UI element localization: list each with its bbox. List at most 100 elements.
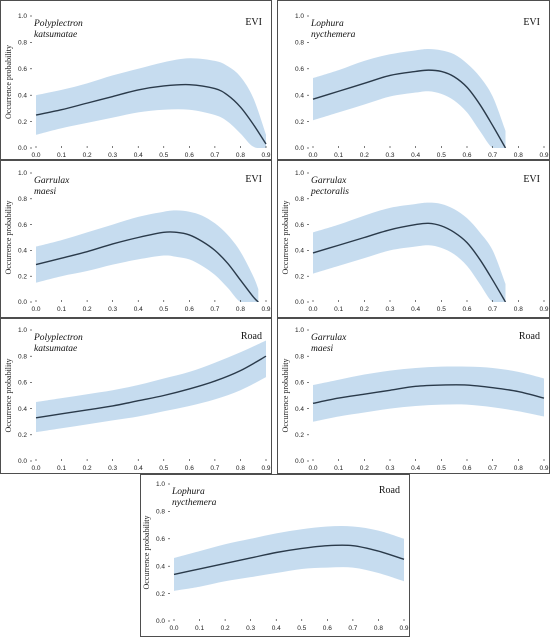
y-tick-label: 0.8 [18, 353, 27, 360]
species-name-epithet: pectoralis [310, 187, 349, 197]
x-tick-label: 0.8 [514, 306, 523, 313]
y-tick-label: 0.0 [156, 618, 165, 625]
y-tick-label: 0.4 [295, 248, 304, 255]
x-tick-label: 0.5 [159, 306, 168, 313]
x-tick-label: 0.6 [462, 152, 471, 159]
x-tick-label: 0.0 [308, 306, 317, 313]
y-axis-label: Occurrence probability [142, 516, 151, 590]
species-name-genus: Lophura [310, 19, 344, 29]
y-tick-label: 0.6 [156, 536, 165, 543]
x-tick-label: 0.1 [57, 152, 66, 159]
y-tick-label: 0.4 [18, 248, 27, 255]
y-tick-label: 1.0 [18, 327, 27, 334]
y-tick-label: 0.0 [18, 299, 27, 306]
panel-3: 0.0 0.2 0.4 0.6 0.8 1.0 0.0 0.1 0.2 0.3 0.4 0.5 0.6 0… [0, 160, 272, 318]
x-tick-label: 0.2 [360, 306, 369, 313]
variable-label: EVI [523, 174, 540, 185]
y-tick-label: 0.8 [156, 509, 165, 516]
y-tick-label: 0.4 [156, 563, 165, 570]
species-name-genus: Garrulax [311, 333, 347, 343]
y-tick-label: 1.0 [156, 481, 165, 488]
confidence-band [36, 210, 259, 302]
variable-label: EVI [523, 17, 540, 28]
confidence-band [313, 202, 506, 302]
y-axis-label: Occurrence probability [4, 45, 13, 119]
x-tick-label: 0.3 [108, 152, 117, 159]
x-tick-label: 0.0 [308, 465, 317, 472]
y-tick-label: 0.0 [18, 145, 27, 152]
y-tick-label: 0.2 [295, 432, 304, 439]
panel-7: 0.0 0.2 0.4 0.6 0.8 1.0 0.0 0.1 0.2 0.3 0.4 0.5 0.6 0… [140, 474, 410, 637]
x-tick-label: 0.3 [108, 306, 117, 313]
y-tick-label: 1.0 [18, 13, 27, 20]
x-tick-label: 0.4 [134, 306, 143, 313]
x-tick-label: 0.6 [462, 306, 471, 313]
x-tick-label: 0.7 [488, 465, 497, 472]
mean-curve [173, 544, 405, 576]
mean-curve [312, 69, 507, 148]
x-tick-label: 0.8 [236, 306, 245, 313]
variable-label: Road [379, 485, 400, 496]
species-name-genus: Polyplectron [33, 19, 83, 29]
panel-4: 0.0 0.2 0.4 0.6 0.8 1.0 0.0 0.1 0.2 0.3 0.4 0.5 0.6 0… [277, 160, 550, 318]
mean-curve [35, 355, 267, 419]
x-tick-label: 0.5 [437, 152, 446, 159]
mean-curve [312, 222, 507, 302]
species-name-genus: Garrulax [34, 176, 70, 186]
panel-frame [0, 160, 272, 318]
y-tick-label: 0.4 [18, 406, 27, 413]
x-tick-label: 0.9 [399, 625, 408, 632]
x-tick-label: 0.5 [159, 152, 168, 159]
x-tick-label: 0.8 [374, 625, 383, 632]
y-tick-label: 0.2 [18, 273, 27, 280]
species-name-epithet: nycthemera [172, 498, 217, 508]
panel-5: 0.0 0.2 0.4 0.6 0.8 1.0 0.0 0.1 0.2 0.3 0.4 0.5 0.6 0… [0, 318, 272, 474]
x-tick-label: 0.6 [323, 625, 332, 632]
x-tick-label: 0.5 [437, 306, 446, 313]
species-name-epithet: katsumatae [34, 30, 77, 40]
x-tick-label: 0.2 [360, 465, 369, 472]
x-tick-label: 0.3 [385, 465, 394, 472]
x-tick-label: 0.1 [57, 465, 66, 472]
x-tick-label: 0.5 [437, 465, 446, 472]
x-tick-label: 0.8 [514, 465, 523, 472]
x-tick-label: 0.2 [360, 152, 369, 159]
y-axis-label: Occurrence probability [281, 359, 290, 433]
x-tick-label: 0.7 [210, 306, 219, 313]
x-tick-label: 0.9 [539, 306, 548, 313]
x-tick-label: 0.7 [348, 625, 357, 632]
mean-curve [35, 231, 259, 302]
x-tick-label: 0.7 [488, 152, 497, 159]
y-tick-label: 0.4 [18, 92, 27, 99]
y-axis-label: Occurrence probability [281, 201, 290, 275]
mean-curve [35, 83, 267, 145]
species-name-epithet: katsumatae [34, 344, 77, 354]
x-tick-label: 0.3 [385, 306, 394, 313]
x-tick-label: 0.0 [308, 152, 317, 159]
x-tick-label: 0.7 [488, 306, 497, 313]
y-tick-label: 1.0 [18, 170, 27, 177]
y-tick-label: 1.0 [295, 327, 304, 334]
panel-1: 0.0 0.2 0.4 0.6 0.8 1.0 0.0 0.1 0.2 0.3 0.4 0.5 0.6 0… [0, 0, 272, 160]
y-tick-label: 0.8 [18, 196, 27, 203]
x-tick-label: 0.4 [134, 465, 143, 472]
x-tick-label: 0.0 [169, 625, 178, 632]
variable-label: Road [241, 331, 262, 342]
x-tick-label: 0.9 [261, 152, 270, 159]
species-name-epithet: nycthemera [311, 30, 356, 40]
y-tick-label: 0.4 [295, 92, 304, 99]
y-tick-label: 1.0 [295, 170, 304, 177]
x-tick-label: 0.5 [159, 465, 168, 472]
y-tick-label: 0.8 [18, 40, 27, 47]
x-tick-label: 0.4 [272, 625, 281, 632]
x-tick-label: 0.9 [539, 465, 548, 472]
x-tick-label: 0.9 [539, 152, 548, 159]
variable-label: EVI [245, 174, 262, 185]
y-tick-label: 0.0 [295, 145, 304, 152]
species-name-genus: Lophura [171, 487, 205, 497]
y-tick-label: 0.8 [295, 196, 304, 203]
y-tick-label: 0.2 [295, 119, 304, 126]
y-tick-label: 0.8 [295, 40, 304, 47]
x-tick-label: 0.0 [31, 306, 40, 313]
